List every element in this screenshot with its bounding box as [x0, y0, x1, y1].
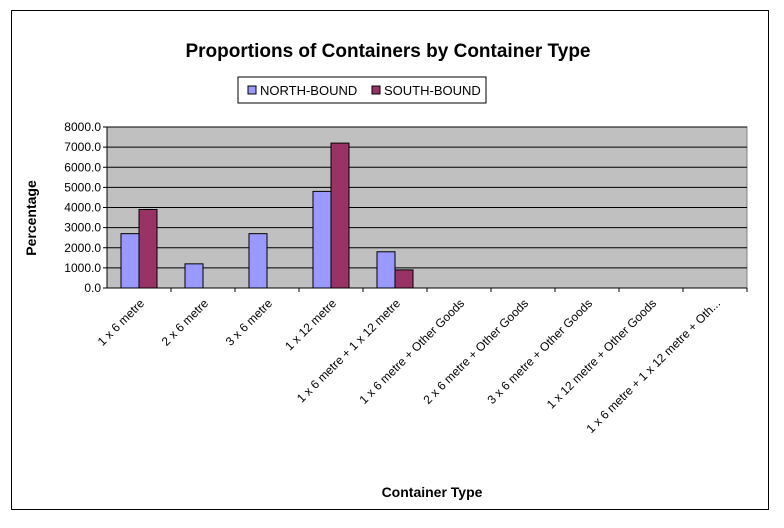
x-tick-label: 3 x 6 metre + Other Goods: [485, 296, 596, 407]
bar-north-bound: [312, 190, 332, 289]
bar-south-bound: [394, 269, 414, 289]
bar-north-bound: [376, 251, 396, 289]
y-tick-label: 0.0: [84, 281, 101, 295]
x-tick-label: 1 x 6 metre + Other Goods: [357, 296, 468, 407]
plot-area: 0.0 1000.0 2000.0 3000.0 4000.0 5000.0 6000.0 7…: [64, 120, 748, 436]
bar-south-bound: [138, 209, 158, 289]
x-tick-label: 2 x 6 metre + Other Goods: [421, 296, 532, 407]
x-tick-label: 3 x 6 metre: [223, 296, 276, 349]
legend-swatch-north-bound: [247, 85, 257, 95]
chart-title: Proportions of Containers by Container T…: [185, 41, 590, 62]
x-tick-label: 1 x 12 metre + Other Goods: [544, 296, 659, 411]
chart: Proportions of Containers by Container T…: [23, 41, 748, 500]
legend-label-north-bound: NORTH-BOUND: [260, 83, 357, 98]
y-tick-label: 5000.0: [64, 180, 101, 194]
x-tick-label: 1 x 6 metre + 1 x 12 metre: [294, 296, 403, 405]
x-tick-label: 2 x 6 metre: [159, 296, 212, 349]
legend-swatch-south-bound: [371, 85, 381, 95]
x-tick-label: 1 x 6 metre: [95, 296, 148, 349]
bar-north-bound: [248, 233, 268, 289]
chart-frame: Proportions of Containers by Container T…: [11, 10, 769, 510]
y-tick-label: 4000.0: [64, 201, 101, 215]
bar-north-bound: [184, 263, 204, 289]
y-tick-label: 8000.0: [64, 120, 101, 134]
x-tick-label: 1 x 6 metre + 1 x 12 metre + Oth...: [584, 296, 724, 436]
legend-label-south-bound: SOUTH-BOUND: [384, 83, 481, 98]
y-tick-label: 1000.0: [64, 261, 101, 275]
x-tick-label: 1 x 12 metre: [282, 296, 339, 353]
legend: NORTH-BOUND SOUTH-BOUND: [237, 76, 487, 104]
y-axis-title: Percentage: [23, 180, 39, 256]
y-tick-label: 7000.0: [64, 140, 101, 154]
bar-north-bound: [120, 233, 140, 289]
bar-south-bound: [330, 142, 350, 289]
y-tick-label: 2000.0: [64, 241, 101, 255]
y-tick-label: 3000.0: [64, 221, 101, 235]
legend-box: [237, 76, 487, 104]
y-tick-label: 6000.0: [64, 160, 101, 174]
x-axis-title: Container Type: [382, 484, 483, 500]
